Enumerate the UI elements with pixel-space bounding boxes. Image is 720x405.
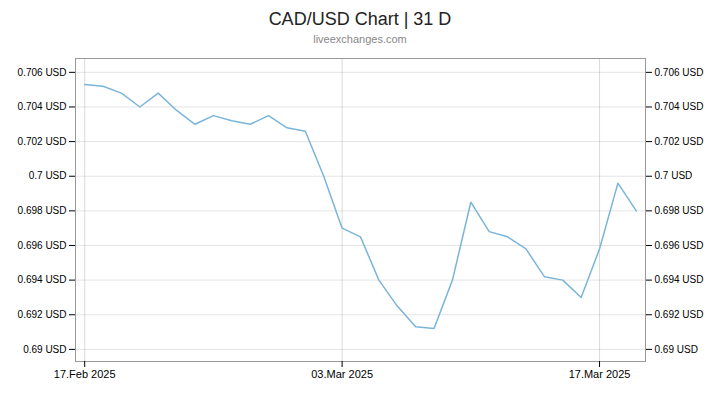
svg-text:0.696 USD: 0.696 USD [655, 240, 704, 251]
svg-text:03.Mar 2025: 03.Mar 2025 [311, 368, 373, 380]
svg-text:0.698 USD: 0.698 USD [18, 205, 67, 216]
svg-text:0.694 USD: 0.694 USD [655, 274, 704, 285]
svg-text:0.704 USD: 0.704 USD [18, 101, 67, 112]
html-text:CAD/USD Chart | 31 D: CAD/USD Chart | 31 D [268, 9, 452, 29]
svg-text:0.702 USD: 0.702 USD [18, 136, 67, 147]
svg-text:0.702 USD: 0.702 USD [655, 136, 704, 147]
html-text:liveexchanges.com: liveexchanges.com [313, 33, 407, 45]
svg-text:0.706 USD: 0.706 USD [655, 67, 704, 78]
svg-text:0.698 USD: 0.698 USD [655, 205, 704, 216]
svg-text:0.692 USD: 0.692 USD [18, 309, 67, 320]
svg-text:0.694 USD: 0.694 USD [18, 274, 67, 285]
svg-text:0.704 USD: 0.704 USD [655, 101, 704, 112]
svg-text:0.7 USD: 0.7 USD [655, 170, 693, 181]
svg-text:0.696 USD: 0.696 USD [18, 240, 67, 251]
svg-text:0.706 USD: 0.706 USD [18, 67, 67, 78]
svg-text:0.69 USD: 0.69 USD [23, 344, 66, 355]
svg-text:17.Mar 2025: 17.Mar 2025 [569, 368, 631, 380]
svg-text:0.7 USD: 0.7 USD [29, 170, 67, 181]
svg-text:0.69 USD: 0.69 USD [655, 344, 698, 355]
svg-text:17.Feb 2025: 17.Feb 2025 [54, 368, 116, 380]
svg-text:0.692 USD: 0.692 USD [655, 309, 704, 320]
